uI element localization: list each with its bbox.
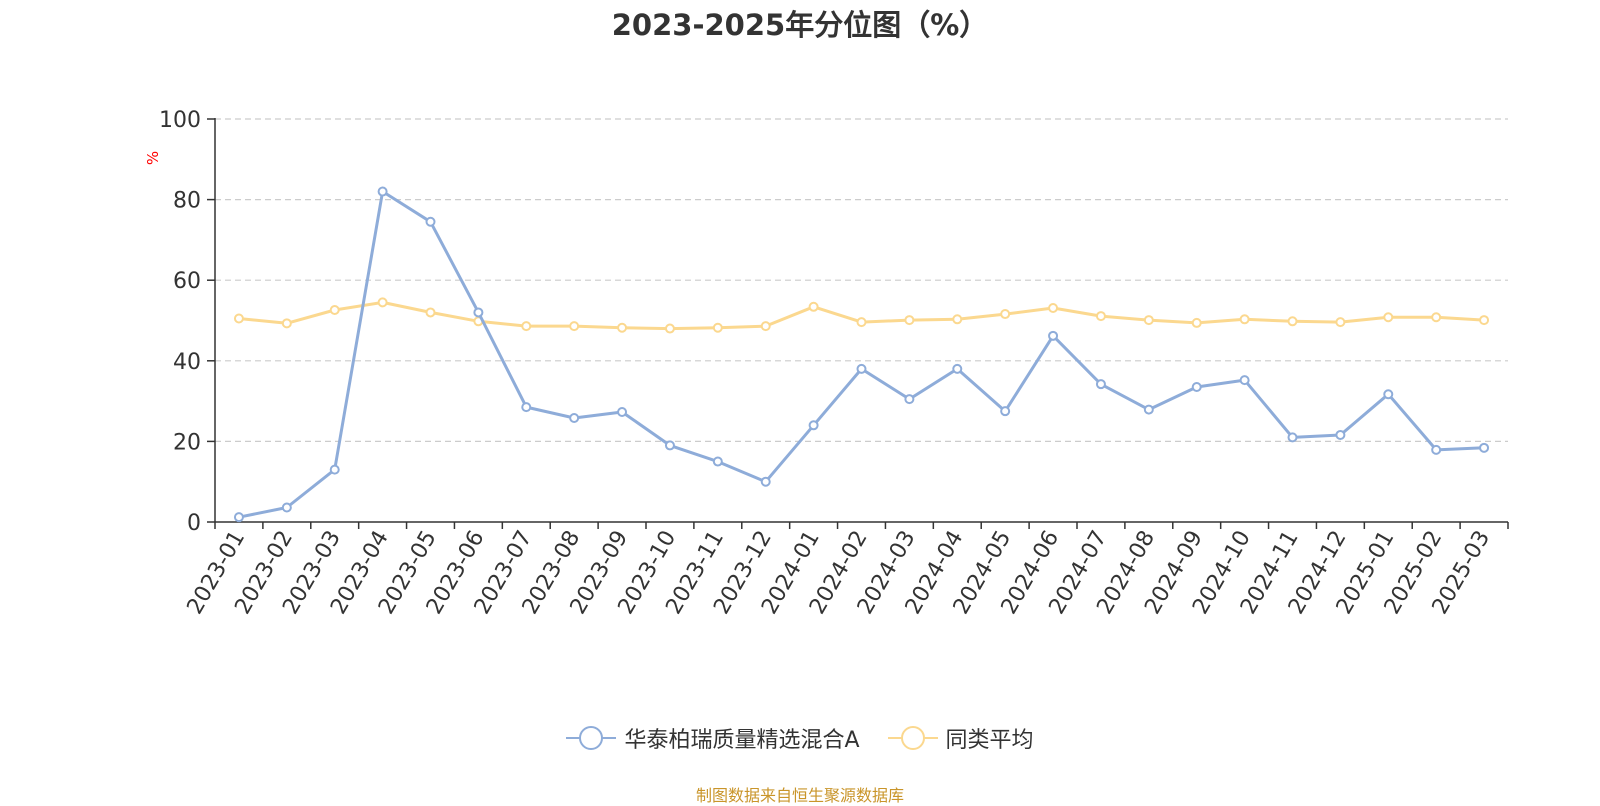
data-point-0 <box>233 512 244 523</box>
data-point-1 <box>329 305 340 316</box>
data-point-0 <box>712 456 723 467</box>
legend-item-fund[interactable]: 华泰柏瑞质量精选混合A <box>566 722 860 754</box>
data-point-1 <box>712 322 723 333</box>
data-point-0 <box>473 307 484 318</box>
data-point-0 <box>1048 330 1059 341</box>
y-tick-label: 40 <box>173 350 201 375</box>
data-point-0 <box>760 476 771 487</box>
data-point-0 <box>1335 429 1346 440</box>
data-point-0 <box>1479 442 1490 453</box>
legend: 华泰柏瑞质量精选混合A 同类平均 <box>0 722 1600 754</box>
y-tick-label: 100 <box>159 108 201 133</box>
series-line-0 <box>238 190 1485 519</box>
data-point-0 <box>1191 381 1202 392</box>
data-point-1 <box>1191 317 1202 328</box>
y-tick-label: 20 <box>173 430 201 455</box>
data-point-1 <box>1287 316 1298 327</box>
data-point-1 <box>569 321 580 332</box>
grid-lines <box>215 118 1508 442</box>
data-point-0 <box>617 406 628 417</box>
data-point-0 <box>1000 406 1011 417</box>
data-point-0 <box>281 502 292 513</box>
y-axis-label: % <box>144 151 162 165</box>
data-point-1 <box>1000 309 1011 320</box>
data-point-0 <box>952 363 963 374</box>
legend-marker-fund-icon <box>566 726 617 750</box>
data-point-0 <box>856 363 867 374</box>
data-point-0 <box>904 394 915 405</box>
data-point-0 <box>664 440 675 451</box>
legend-item-peer-average[interactable]: 同类平均 <box>887 722 1034 754</box>
data-point-0 <box>1287 432 1298 443</box>
axes: 020406080100%2023-012023-022023-032023-0… <box>144 108 1509 619</box>
data-point-1 <box>1095 311 1106 322</box>
data-point-1 <box>808 301 819 312</box>
data-point-1 <box>281 318 292 329</box>
chart-title: 2023-2025年分位图（%） <box>611 8 989 42</box>
data-point-1 <box>521 321 532 332</box>
legend-label-peer-average: 同类平均 <box>945 728 1034 753</box>
data-point-1 <box>904 315 915 326</box>
data-point-0 <box>521 402 532 413</box>
data-point-1 <box>952 314 963 325</box>
data-point-0 <box>1143 404 1154 415</box>
legend-marker-peer-average-icon <box>887 726 938 750</box>
y-tick-label: 80 <box>173 189 201 214</box>
data-point-1 <box>1143 315 1154 326</box>
data-point-1 <box>1383 312 1394 323</box>
data-point-1 <box>1048 303 1059 314</box>
y-tick-label: 60 <box>173 269 201 294</box>
data-point-1 <box>856 317 867 328</box>
data-point-0 <box>569 413 580 424</box>
data-point-1 <box>233 313 244 324</box>
data-point-0 <box>1383 389 1394 400</box>
series-lines <box>233 186 1490 523</box>
data-point-1 <box>377 297 388 308</box>
legend-label-fund: 华泰柏瑞质量精选混合A <box>624 728 860 753</box>
data-point-1 <box>1479 315 1490 326</box>
data-point-1 <box>760 321 771 332</box>
data-point-0 <box>1431 444 1442 455</box>
y-tick-label: 0 <box>187 511 201 536</box>
data-point-0 <box>377 186 388 197</box>
data-point-0 <box>329 464 340 475</box>
data-point-1 <box>1431 312 1442 323</box>
data-point-1 <box>1335 317 1346 328</box>
data-point-0 <box>425 216 436 227</box>
data-point-0 <box>1239 375 1250 386</box>
data-source-note: 制图数据来自恒生聚源数据库 <box>695 786 904 805</box>
data-point-1 <box>1239 314 1250 325</box>
data-point-0 <box>808 420 819 431</box>
data-point-1 <box>425 307 436 318</box>
data-point-0 <box>1095 379 1106 390</box>
data-point-1 <box>664 323 675 334</box>
data-point-1 <box>617 322 628 333</box>
